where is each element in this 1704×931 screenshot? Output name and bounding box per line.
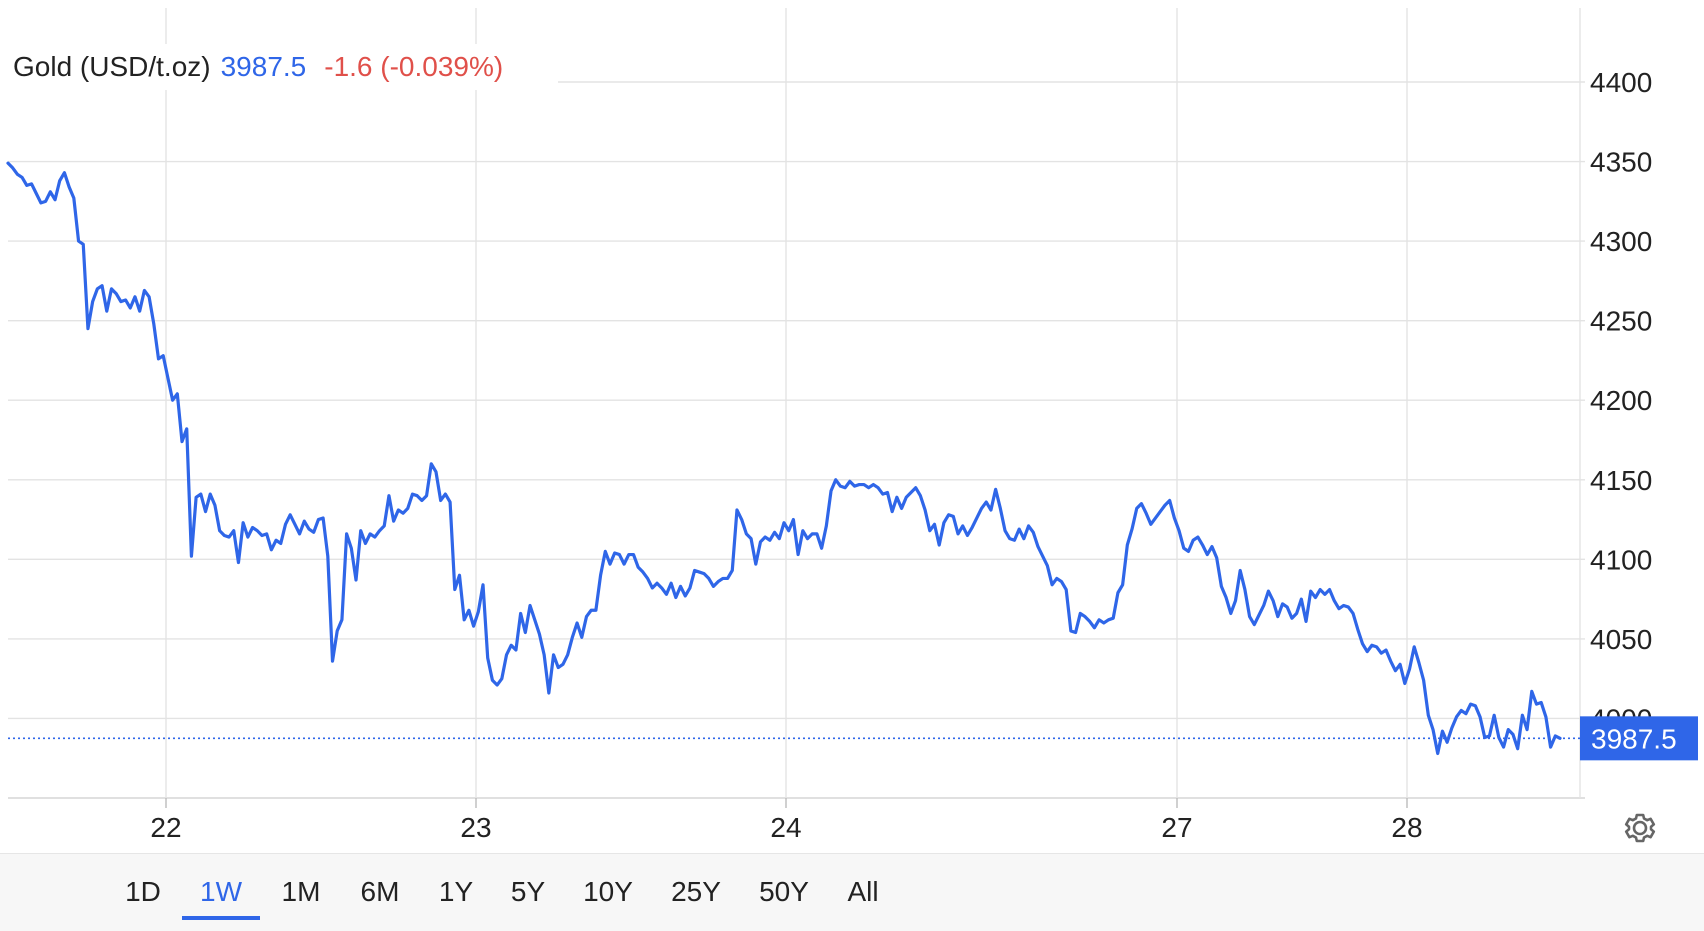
x-tick-label: 22 [150, 812, 181, 843]
x-tick-label: 24 [770, 812, 801, 843]
y-tick-label: 4300 [1590, 226, 1652, 257]
y-tick-label: 4350 [1590, 147, 1652, 178]
y-tick-label: 4050 [1590, 624, 1652, 655]
time-range-bar: 1D 1W 1M 6M 1Y 5Y 10Y 25Y 50Y All [0, 853, 1704, 931]
range-1y-button[interactable]: 1Y [438, 876, 474, 907]
y-tick-label: 4400 [1590, 67, 1652, 98]
x-tick-label: 28 [1391, 812, 1422, 843]
range-all-button[interactable]: All [847, 876, 879, 907]
last-price-tag: 3987.5 [1580, 716, 1698, 761]
range-5y-button[interactable]: 5Y [510, 876, 546, 907]
chart-header: Gold (USD/t.oz) 3987.5 -1.6 (-0.039%) [0, 44, 558, 90]
x-tick-label: 27 [1161, 812, 1192, 843]
instrument-change: -1.6 (-0.039%) [324, 51, 504, 82]
chart-grid [8, 8, 1585, 799]
y-tick-label: 4250 [1590, 306, 1652, 337]
gold-price-line[interactable] [6, 161, 1562, 756]
range-6m-button[interactable]: 6M [360, 876, 400, 907]
gear-icon[interactable] [1620, 808, 1660, 848]
gold-price-chart: 400040504100415042004250430043504400 222… [6, 8, 1698, 843]
x-tick-label: 23 [460, 812, 491, 843]
y-tick-label: 4100 [1590, 544, 1652, 575]
range-1m-button[interactable]: 1M [281, 876, 321, 907]
range-25y-button[interactable]: 25Y [671, 876, 721, 907]
range-50y-button[interactable]: 50Y [759, 876, 809, 907]
y-axis-ticks: 400040504100415042004250430043504400 [1590, 67, 1652, 734]
instrument-name: Gold (USD/t.oz) [13, 51, 211, 82]
range-1d-button[interactable]: 1D [125, 876, 161, 907]
range-10y-button[interactable]: 10Y [583, 876, 633, 907]
range-1w-button[interactable]: 1W [182, 870, 260, 920]
instrument-price: 3987.5 [220, 51, 307, 82]
x-axis-ticks: 22 23 24 27 28 [150, 798, 1423, 843]
last-price-tag-label: 3987.5 [1591, 723, 1677, 754]
y-tick-label: 4150 [1590, 465, 1652, 496]
y-tick-label: 4200 [1590, 385, 1652, 416]
last-price-tag-background [1580, 716, 1698, 761]
